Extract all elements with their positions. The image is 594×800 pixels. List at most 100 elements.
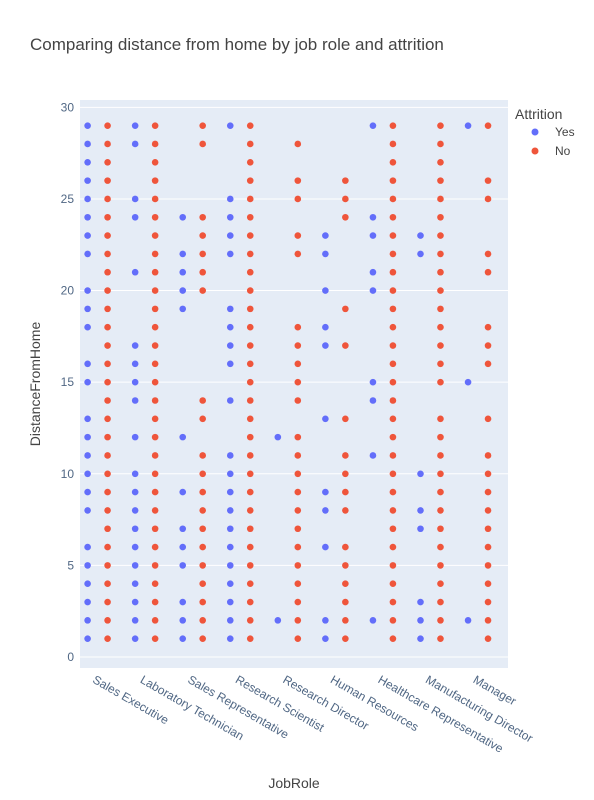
data-point [179,269,186,276]
data-point [132,470,139,477]
data-point [179,214,186,221]
data-point [390,324,397,331]
data-point [295,361,302,368]
y-tick-label: 15 [61,375,75,389]
data-point [485,599,492,606]
data-point [342,306,349,313]
data-point [390,617,397,624]
data-point [485,580,492,587]
data-point [199,544,206,551]
data-point [247,342,254,349]
data-point [295,562,302,569]
data-point [437,470,444,477]
data-point [247,489,254,496]
data-point [227,544,234,551]
data-point [247,525,254,532]
data-point [199,470,206,477]
data-point [132,580,139,587]
data-point [390,434,397,441]
data-point [132,489,139,496]
data-point [104,361,111,368]
data-point [152,196,159,203]
data-point [84,379,91,386]
legend-item-yes[interactable]: Yes [532,125,575,139]
data-point [485,452,492,459]
data-point [390,361,397,368]
data-point [295,599,302,606]
data-point [179,617,186,624]
data-point [390,196,397,203]
data-point [370,452,377,459]
data-point [227,122,234,129]
data-point [295,251,302,258]
legend-item-no[interactable]: No [532,144,571,158]
data-point [417,232,424,239]
data-point [247,397,254,404]
data-point [247,251,254,258]
data-point [485,635,492,642]
data-point [437,324,444,331]
data-point [485,525,492,532]
data-point [199,141,206,148]
data-point [390,544,397,551]
plot-area[interactable] [80,100,508,668]
data-point [247,324,254,331]
data-point [179,525,186,532]
data-point [179,251,186,258]
data-point [152,251,159,258]
data-point [152,544,159,551]
data-point [437,141,444,148]
data-point [247,122,254,129]
data-point [322,232,329,239]
data-point [485,470,492,477]
data-point [295,489,302,496]
data-point [104,342,111,349]
y-tick-label: 5 [67,558,74,572]
data-point [342,562,349,569]
data-point [295,544,302,551]
data-point [437,361,444,368]
data-point [104,470,111,477]
data-point [84,452,91,459]
data-point [227,324,234,331]
data-point [417,599,424,606]
data-point [485,562,492,569]
data-point [295,580,302,587]
data-point [84,635,91,642]
data-point [390,177,397,184]
data-point [84,470,91,477]
data-point [227,397,234,404]
data-point [199,617,206,624]
data-point [104,397,111,404]
data-point [152,635,159,642]
data-point [247,141,254,148]
data-point [437,122,444,129]
data-point [370,617,377,624]
data-point [390,470,397,477]
data-point [342,599,349,606]
data-point [390,342,397,349]
data-point [342,452,349,459]
data-point [322,544,329,551]
data-point [152,489,159,496]
data-point [390,580,397,587]
data-point [132,507,139,514]
data-point [390,562,397,569]
data-point [295,196,302,203]
data-point [132,214,139,221]
data-point [227,361,234,368]
data-point [390,269,397,276]
data-point [322,635,329,642]
data-point [437,269,444,276]
data-point [342,544,349,551]
data-point [199,525,206,532]
data-point [417,507,424,514]
data-point [437,452,444,459]
data-point [322,342,329,349]
data-point [179,434,186,441]
data-point [104,379,111,386]
legend[interactable]: Attrition Yes No [515,106,575,158]
data-point [227,599,234,606]
data-point [132,544,139,551]
data-point [247,196,254,203]
